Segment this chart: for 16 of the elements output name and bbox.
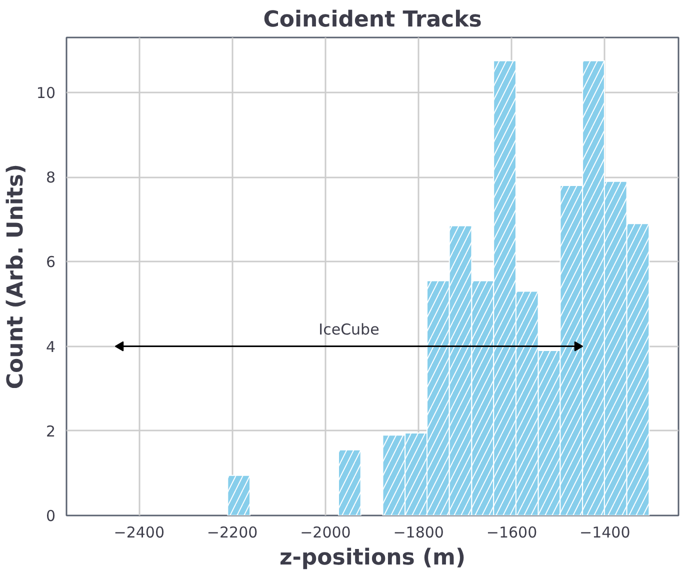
y-tick-label: 6 xyxy=(46,253,56,272)
x-tick-label: −1600 xyxy=(486,524,538,542)
y-tick-label: 10 xyxy=(36,84,56,102)
x-tick-label: −1800 xyxy=(393,524,444,542)
y-tick-label: 0 xyxy=(46,507,56,525)
chart-title: Coincident Tracks xyxy=(263,8,482,32)
x-tick-label: −2400 xyxy=(114,524,165,542)
y-tick-label: 4 xyxy=(46,338,56,356)
x-tick-label: −1400 xyxy=(580,524,630,542)
x-tick-label: −2000 xyxy=(300,524,351,542)
x-tick-label: −2200 xyxy=(206,524,258,542)
series-label: IceCube xyxy=(318,320,380,338)
y-tick-label: 2 xyxy=(46,422,56,440)
y-tick-label: 8 xyxy=(46,168,56,187)
x-axis-title: z-positions (m) xyxy=(279,546,466,570)
y-axis-title: Count (Arb. Units) xyxy=(3,164,28,390)
